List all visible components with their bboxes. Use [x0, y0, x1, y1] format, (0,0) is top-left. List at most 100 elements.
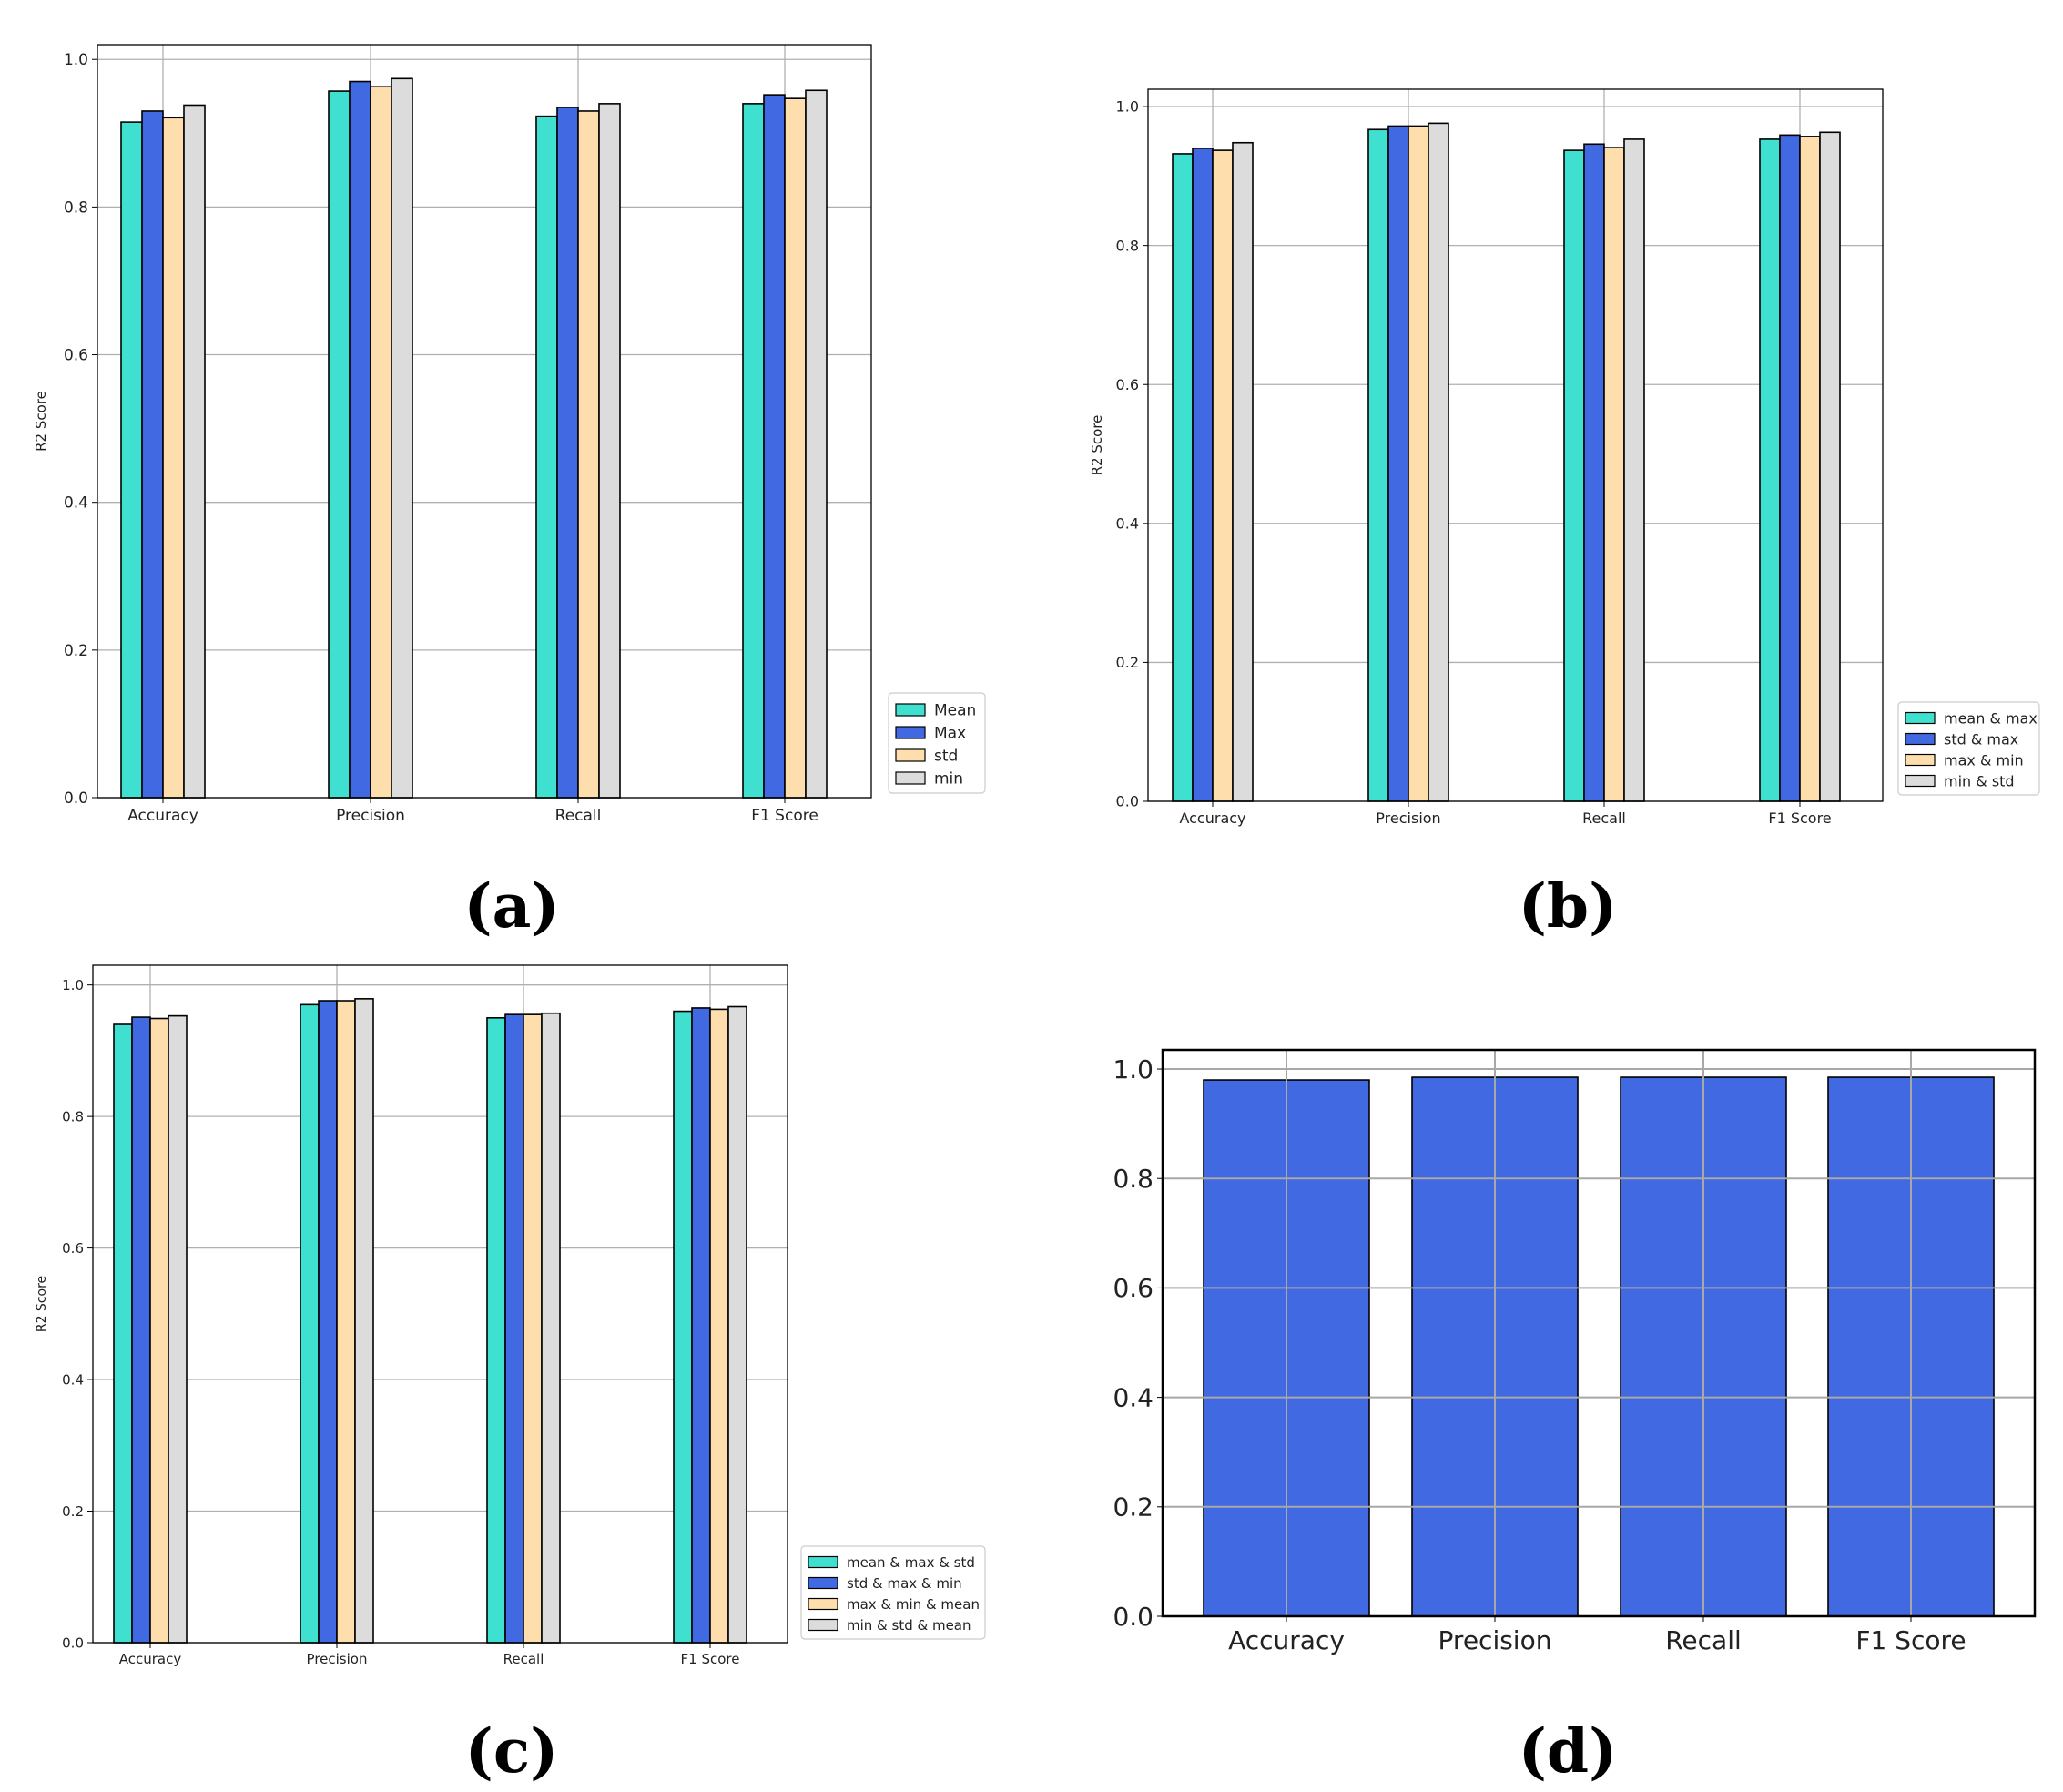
- x-tick-label: F1 Score: [751, 807, 818, 825]
- y-tick-label: 1.0: [1113, 1054, 1153, 1084]
- bar: [300, 1003, 320, 1644]
- bar: [1367, 128, 1389, 802]
- bar: [120, 121, 143, 799]
- legend-swatch: [1905, 732, 1936, 746]
- bar: [1192, 148, 1214, 802]
- y-tick-label: 0.6: [1113, 1273, 1153, 1303]
- bar: [183, 104, 206, 799]
- legend-label: min & std: [1944, 772, 2015, 789]
- legend-swatch: [895, 771, 926, 785]
- x-tick-label: Accuracy: [127, 807, 198, 825]
- bar: [577, 110, 600, 799]
- bar: [1408, 125, 1429, 802]
- panel-caption: (c): [465, 1716, 559, 1787]
- x-tick-label: Accuracy: [1179, 809, 1245, 827]
- legend-swatch: [895, 703, 926, 717]
- y-axis-label: R2 Score: [35, 1276, 49, 1332]
- y-tick-label: 1.0: [62, 977, 84, 993]
- legend-box: [888, 692, 986, 794]
- bar: [391, 77, 413, 799]
- bar: [1563, 149, 1585, 802]
- bar: [349, 80, 371, 799]
- bar: [168, 1014, 188, 1644]
- y-tick-label: 0.6: [62, 1240, 84, 1257]
- y-tick-label: 0.2: [1113, 1492, 1153, 1522]
- bar: [328, 90, 351, 799]
- bar: [691, 1007, 711, 1644]
- bar: [1232, 141, 1254, 802]
- legend-label: std: [934, 748, 958, 766]
- bar: [1799, 136, 1821, 802]
- y-tick-label: 0.0: [64, 789, 88, 808]
- axes-frame: [1161, 1048, 2037, 1618]
- axes-frame: [1147, 88, 1884, 802]
- y-tick-label: 0.0: [62, 1634, 84, 1651]
- legend-box: [1897, 701, 2040, 796]
- legend-label: min: [934, 770, 963, 789]
- bar: [1387, 125, 1409, 802]
- x-tick-label: Recall: [1582, 809, 1626, 827]
- legend-label: Max: [934, 725, 966, 743]
- legend-label: max & min: [1944, 751, 2024, 769]
- legend-box: [800, 1545, 986, 1640]
- legend-label: std & max & min: [847, 1575, 962, 1592]
- bar: [318, 1000, 338, 1644]
- y-tick-label: 0.8: [64, 199, 88, 217]
- bar: [598, 103, 621, 799]
- y-tick-label: 1.0: [1116, 98, 1139, 116]
- panel-caption: (b): [1519, 871, 1618, 942]
- y-tick-label: 0.4: [1116, 514, 1139, 532]
- legend-swatch: [808, 1618, 838, 1632]
- legend-swatch: [895, 726, 926, 739]
- x-tick-label: Accuracy: [1228, 1625, 1345, 1655]
- bar: [1603, 147, 1625, 802]
- bar: [1759, 138, 1781, 802]
- y-tick-label: 0.4: [62, 1371, 84, 1388]
- legend-label: min & std & mean: [847, 1617, 971, 1634]
- x-tick-label: Precision: [336, 807, 405, 825]
- legend-label: Mean: [934, 702, 976, 720]
- legend-swatch: [895, 748, 926, 762]
- bar: [709, 1008, 729, 1644]
- bar: [113, 1023, 133, 1644]
- bar: [1428, 122, 1449, 802]
- bar: [370, 86, 392, 799]
- bar: [1212, 149, 1234, 802]
- panel-d: 0.0 0.2 0.4 0.6 0.8 1.0 Accuracy Precision Recal…: [1113, 1048, 2037, 1787]
- bar: [535, 115, 558, 799]
- x-tick-label: Accuracy: [119, 1651, 182, 1667]
- y-tick-label: 0.4: [64, 494, 88, 513]
- bar: [556, 107, 579, 799]
- x-tick-label: Recall: [555, 807, 602, 825]
- bar: [805, 89, 828, 799]
- panel-c: 0.0 0.2 0.4 0.6 0.8 1.0 Accuracy Precision Recal…: [35, 964, 986, 1787]
- x-tick-label: Precision: [1376, 809, 1440, 827]
- bar: [742, 103, 765, 799]
- panel-b: 0.0 0.2 0.4 0.6 0.8 1.0 Accuracy Precision Recal…: [1089, 88, 2040, 942]
- y-axis-label: R2 Score: [1089, 415, 1105, 476]
- legend-swatch: [808, 1597, 838, 1611]
- y-tick-label: 0.8: [1113, 1164, 1153, 1194]
- x-tick-label: Recall: [503, 1651, 544, 1667]
- bar: [673, 1010, 693, 1644]
- bar: [1623, 138, 1645, 802]
- legend-swatch: [1905, 774, 1936, 788]
- bar: [763, 94, 786, 799]
- panel-caption: (a): [463, 871, 559, 942]
- bar: [354, 998, 374, 1644]
- y-tick-label: 0.6: [64, 346, 88, 364]
- panel-caption: (d): [1519, 1716, 1618, 1787]
- bar: [1583, 143, 1605, 802]
- x-tick-label: F1 Score: [1768, 809, 1831, 827]
- bar: [141, 110, 164, 799]
- bar: [1819, 131, 1841, 802]
- legend-label: max & min & mean: [847, 1596, 980, 1613]
- x-tick-label: Precision: [307, 1651, 368, 1667]
- bar: [523, 1013, 543, 1644]
- plot-area: [93, 965, 788, 1643]
- bar: [162, 117, 185, 799]
- y-tick-label: 0.0: [1116, 793, 1139, 810]
- axes-frame: [92, 964, 788, 1644]
- bar: [541, 1012, 561, 1644]
